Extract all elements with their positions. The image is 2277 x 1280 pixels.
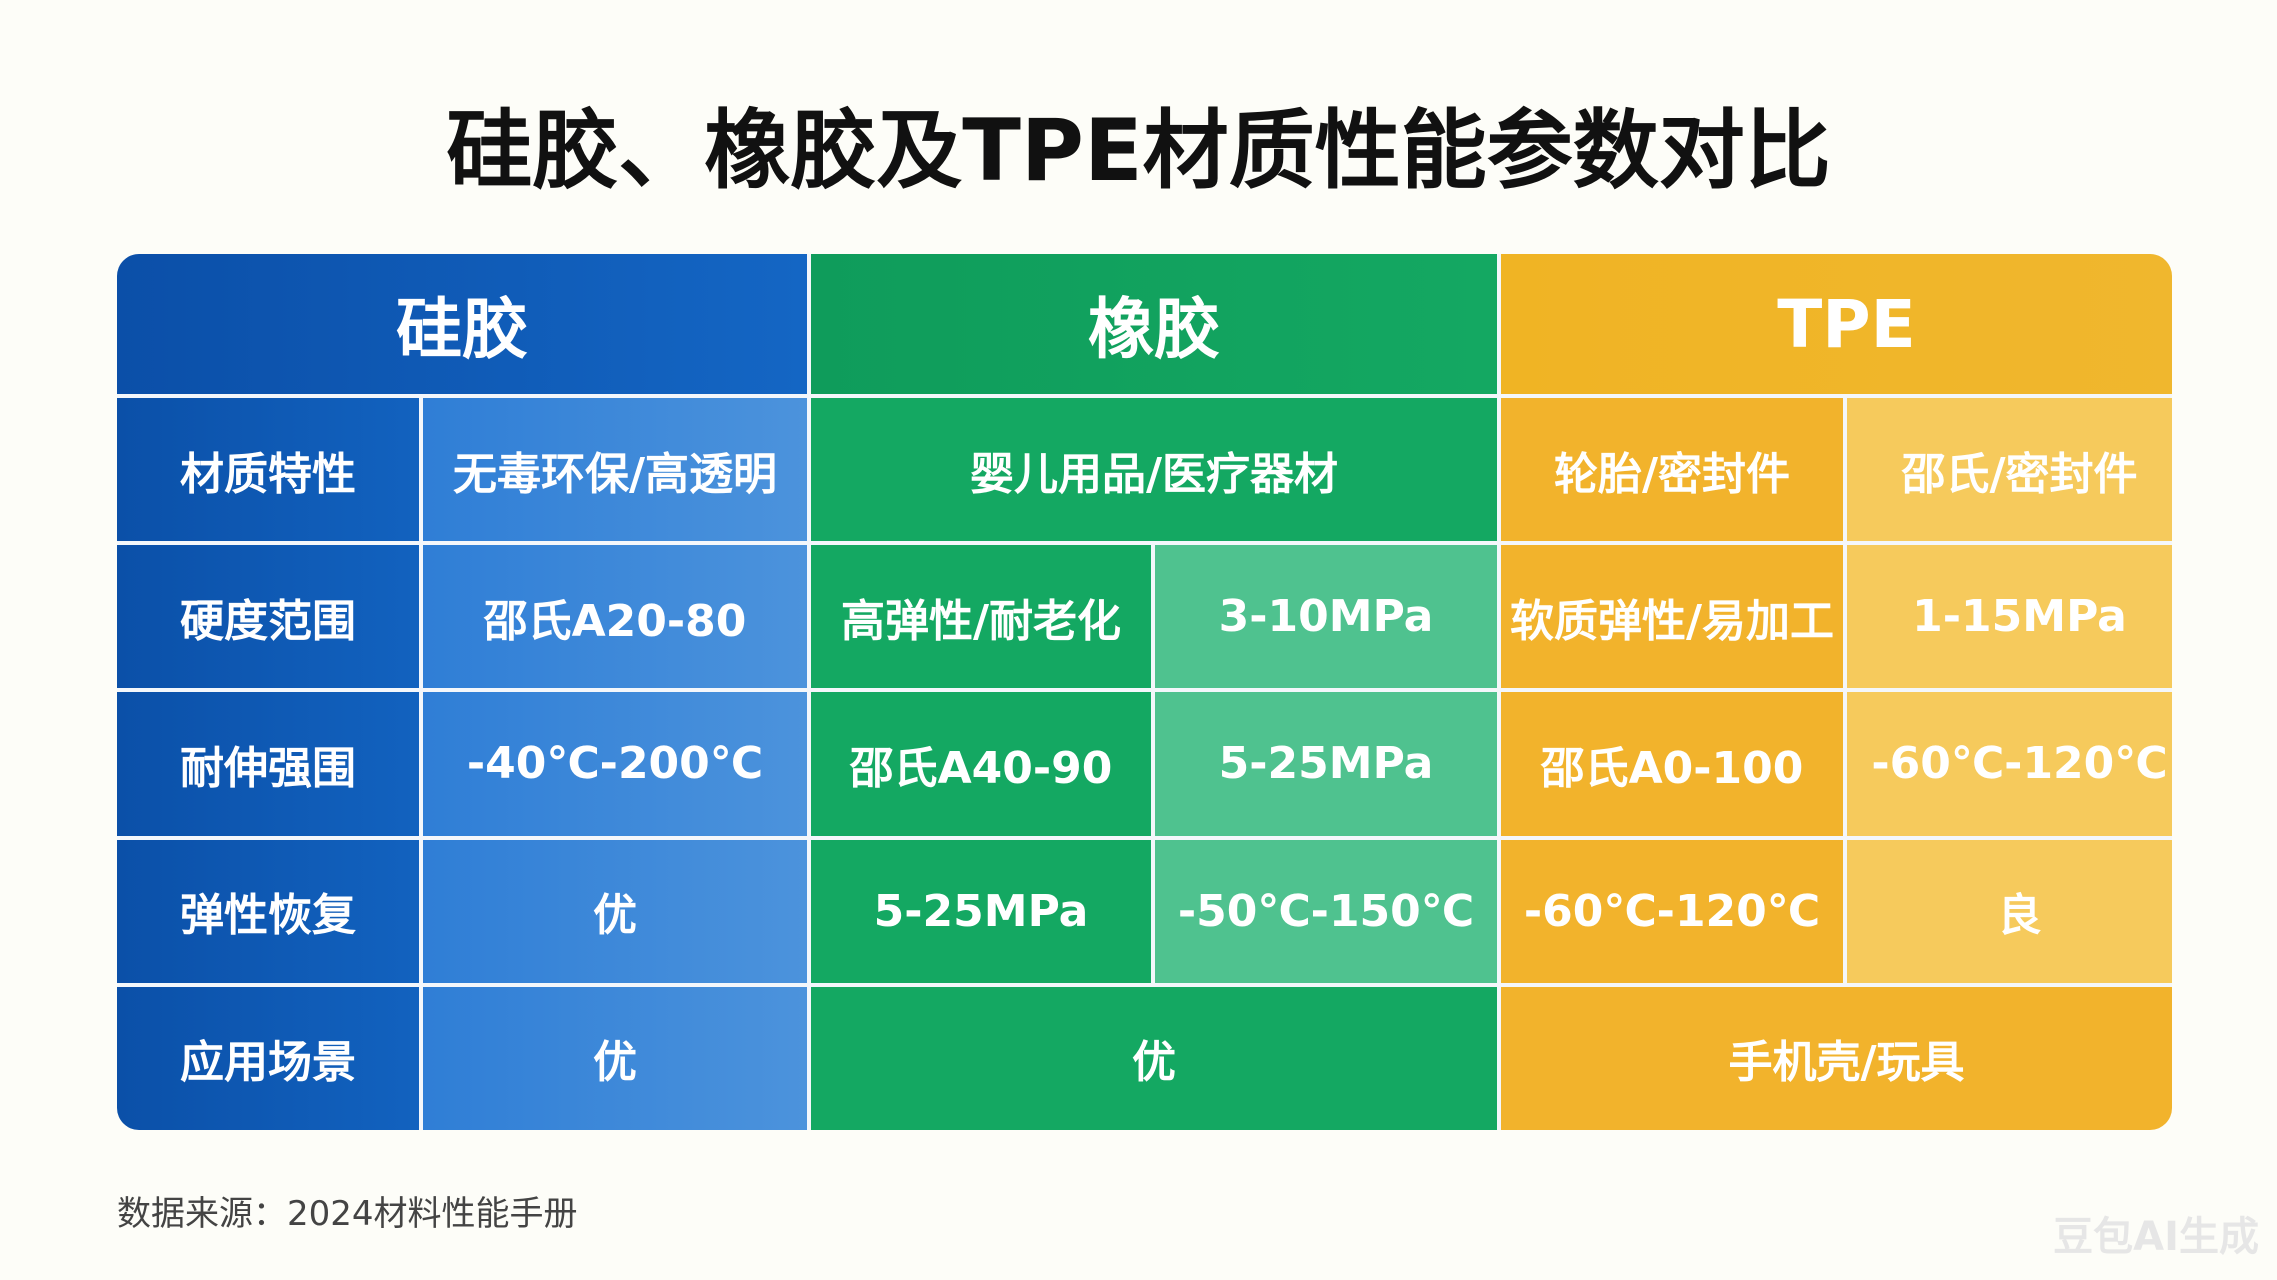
table-cell: -40℃-200℃ [423,692,807,836]
table-cell: 高弹性/耐老化 [811,545,1151,689]
row-label: 弹性恢复 [117,839,419,983]
table-cell: 邵氏A40-90 [811,692,1151,836]
table-cell: 邵氏A20-80 [423,545,807,689]
table-cell: 软质弹性/易加工 [1501,545,1843,689]
group-header: 橡胶 [811,254,1497,394]
table-cell: 优 [423,986,807,1130]
row-label: 硬度范围 [117,545,419,689]
table-cell: 优 [423,839,807,983]
table-cell: 5-25MPa [1155,692,1497,836]
table-cell: -60℃-120℃ [1501,839,1843,983]
table-cell: 无毒环保/高透明 [423,398,807,542]
table-cell: -50℃-150℃ [1155,839,1497,983]
table-cell: 3-10MPa [1155,545,1497,689]
row-label: 应用场景 [117,986,419,1130]
group-header: 硅胶 [117,254,807,394]
title: 硅胶、橡胶及TPE材质性能参数对比 [446,101,1831,201]
source-note: 数据来源：2024材料性能手册 [117,1194,578,1234]
table-cell: 优 [811,986,1497,1130]
table-cell: 手机壳/玩具 [1501,986,2172,1130]
watermark: 豆包AI生成 [2053,1214,2259,1260]
table-cell: 良 [1847,839,2172,983]
table-cell: 轮胎/密封件 [1501,398,1843,542]
table-cell: 邵氏/密封件 [1847,398,2172,542]
table-cell: -60℃-120℃ [1847,692,2172,836]
table-cell: 5-25MPa [811,839,1151,983]
table-cell: 1-15MPa [1847,545,2172,689]
row-label: 耐伸强围 [117,692,419,836]
comparison-table: 硅胶 橡胶 TPE 材质特性 无毒环保/高透明 婴儿用品/医疗器材 轮胎/密封件 邵氏/密封件… [117,254,2172,1130]
table-cell: 邵氏A0-100 [1501,692,1843,836]
row-label: 材质特性 [117,398,419,542]
group-header: TPE [1501,254,2172,394]
table-cell: 婴儿用品/医疗器材 [811,398,1497,542]
